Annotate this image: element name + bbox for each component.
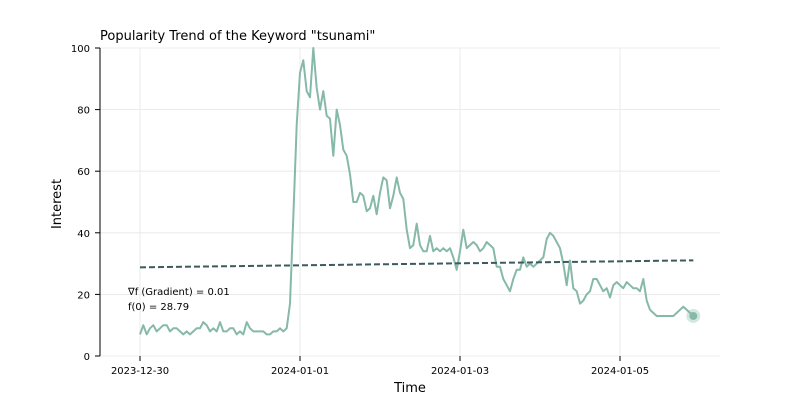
x-ticks: 2023-12-30 2024-01-01 2024-01-03 2024-01-05 bbox=[111, 356, 649, 377]
series bbox=[139, 47, 701, 336]
y-tick-label: 60 bbox=[77, 167, 90, 178]
y-tick-label: 80 bbox=[77, 106, 90, 117]
chart-title: Popularity Trend of the Keyword "tsunami… bbox=[100, 29, 375, 44]
x-axis-label: Time bbox=[393, 381, 426, 396]
y-tick-label: 40 bbox=[77, 229, 90, 240]
end-point-marker bbox=[689, 311, 698, 320]
gradient-annotation: ∇f (Gradient) = 0.01 bbox=[127, 287, 230, 298]
x-tick-label: 2024-01-05 bbox=[591, 366, 649, 377]
y-tick-label: 100 bbox=[71, 44, 90, 55]
series-line-0 bbox=[139, 47, 694, 336]
intercept-annotation: f(0) = 28.79 bbox=[128, 302, 189, 313]
y-axis-label: Interest bbox=[50, 179, 65, 229]
trend-line bbox=[139, 259, 694, 269]
grid bbox=[100, 47, 720, 357]
x-tick-label: 2024-01-01 bbox=[271, 366, 329, 377]
x-tick-label: 2024-01-03 bbox=[431, 366, 489, 377]
y-tick-label: 0 bbox=[84, 352, 90, 363]
y-tick-label: 20 bbox=[77, 290, 90, 301]
x-tick-label: 2023-12-30 bbox=[111, 366, 169, 377]
y-ticks: 0 20 40 60 80 100 bbox=[71, 44, 100, 363]
